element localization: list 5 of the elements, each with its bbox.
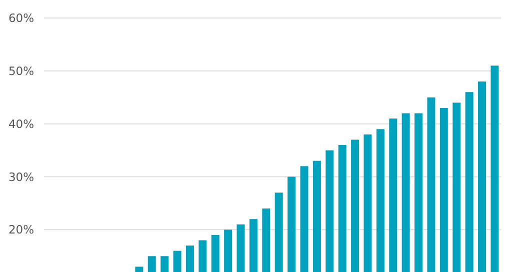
y-tick-label: 20% — [8, 222, 34, 237]
y-tick-label: 60% — [8, 11, 34, 26]
y-tick-label: 30% — [8, 170, 34, 184]
y-tick-label: 50% — [8, 64, 34, 78]
y-tick-label: 40% — [8, 116, 34, 131]
